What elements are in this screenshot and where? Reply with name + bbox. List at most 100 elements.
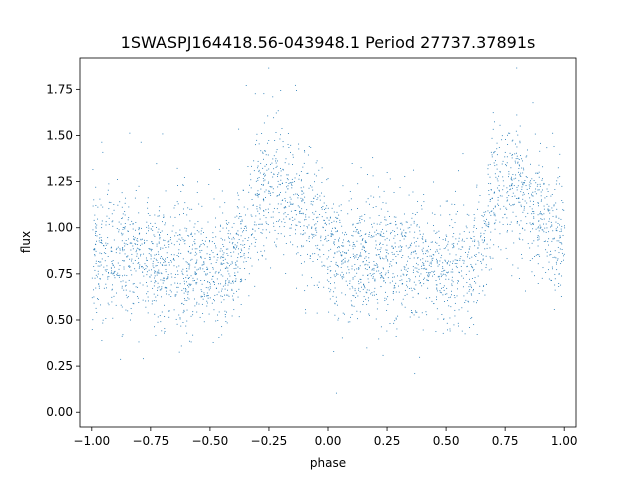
data-point	[183, 309, 185, 311]
data-point	[371, 223, 373, 225]
data-point	[222, 259, 224, 261]
data-point	[225, 220, 227, 222]
data-point	[519, 125, 521, 127]
data-point	[166, 252, 168, 254]
data-point	[499, 221, 501, 223]
data-point	[152, 287, 154, 289]
data-point	[301, 200, 303, 202]
data-point	[197, 221, 199, 223]
data-point	[253, 170, 255, 172]
data-point	[323, 286, 325, 288]
data-point	[304, 219, 305, 221]
data-point	[111, 261, 113, 262]
data-point	[184, 227, 186, 229]
data-point	[230, 255, 232, 257]
data-point	[194, 279, 195, 281]
data-point	[563, 209, 565, 211]
data-point	[165, 258, 166, 260]
data-point	[385, 291, 386, 293]
data-point	[240, 223, 242, 225]
data-point	[179, 318, 181, 320]
data-point	[107, 278, 109, 280]
data-point	[561, 249, 563, 250]
data-point	[511, 230, 513, 232]
data-point	[541, 229, 543, 231]
data-point	[446, 271, 448, 273]
data-point	[560, 242, 562, 244]
data-point	[190, 233, 192, 235]
data-point	[203, 261, 205, 263]
data-point	[273, 222, 274, 224]
data-point	[183, 240, 185, 242]
data-point	[424, 240, 426, 242]
data-point	[526, 155, 528, 157]
data-point	[196, 248, 198, 250]
data-point	[553, 205, 555, 207]
data-point	[384, 239, 386, 241]
data-point	[331, 221, 333, 223]
data-point	[178, 234, 180, 236]
data-point	[283, 218, 285, 220]
data-point	[178, 314, 180, 316]
data-point	[321, 192, 322, 194]
data-point	[292, 164, 293, 165]
data-point	[126, 256, 128, 258]
data-point	[124, 285, 126, 287]
data-point	[488, 223, 490, 225]
data-point	[229, 233, 231, 235]
data-point	[348, 240, 349, 242]
data-point	[471, 287, 472, 289]
data-point	[339, 222, 341, 223]
data-point	[441, 271, 443, 272]
data-point	[458, 248, 460, 250]
data-point	[464, 333, 466, 335]
data-point	[211, 278, 213, 280]
data-point	[194, 305, 196, 307]
data-point	[255, 215, 257, 217]
data-point	[218, 311, 220, 313]
data-point	[548, 184, 550, 186]
data-point	[499, 171, 501, 173]
data-point	[243, 228, 245, 229]
data-point	[133, 303, 135, 305]
data-point	[341, 255, 343, 257]
data-point	[254, 245, 256, 247]
data-point	[380, 234, 382, 236]
data-point	[408, 278, 410, 279]
data-point	[413, 222, 415, 224]
data-point	[118, 268, 120, 270]
data-point	[442, 268, 444, 269]
data-point	[233, 309, 235, 311]
data-point	[517, 267, 519, 269]
data-point	[223, 299, 225, 301]
data-point	[240, 278, 242, 280]
x-tick-label: −0.75	[132, 434, 169, 448]
data-point	[287, 188, 289, 190]
data-point	[183, 304, 185, 305]
data-point	[268, 190, 270, 192]
data-point	[562, 202, 564, 204]
data-point	[124, 211, 126, 212]
data-point	[113, 295, 115, 297]
data-point	[225, 248, 227, 250]
data-point	[240, 244, 242, 246]
data-point	[308, 187, 310, 189]
data-point	[492, 128, 494, 130]
data-point	[428, 272, 430, 274]
data-point	[416, 225, 418, 227]
data-point	[236, 290, 238, 292]
data-point	[176, 255, 178, 256]
data-point	[442, 266, 444, 268]
data-point	[436, 288, 438, 290]
data-point	[466, 282, 468, 283]
data-point	[244, 238, 246, 239]
data-point	[532, 223, 534, 225]
data-point	[186, 268, 188, 269]
data-point	[548, 231, 550, 233]
data-point	[480, 262, 482, 264]
data-point	[186, 332, 188, 334]
data-point	[403, 268, 405, 270]
data-point	[238, 217, 240, 219]
data-point	[405, 245, 407, 247]
data-point	[538, 254, 540, 256]
